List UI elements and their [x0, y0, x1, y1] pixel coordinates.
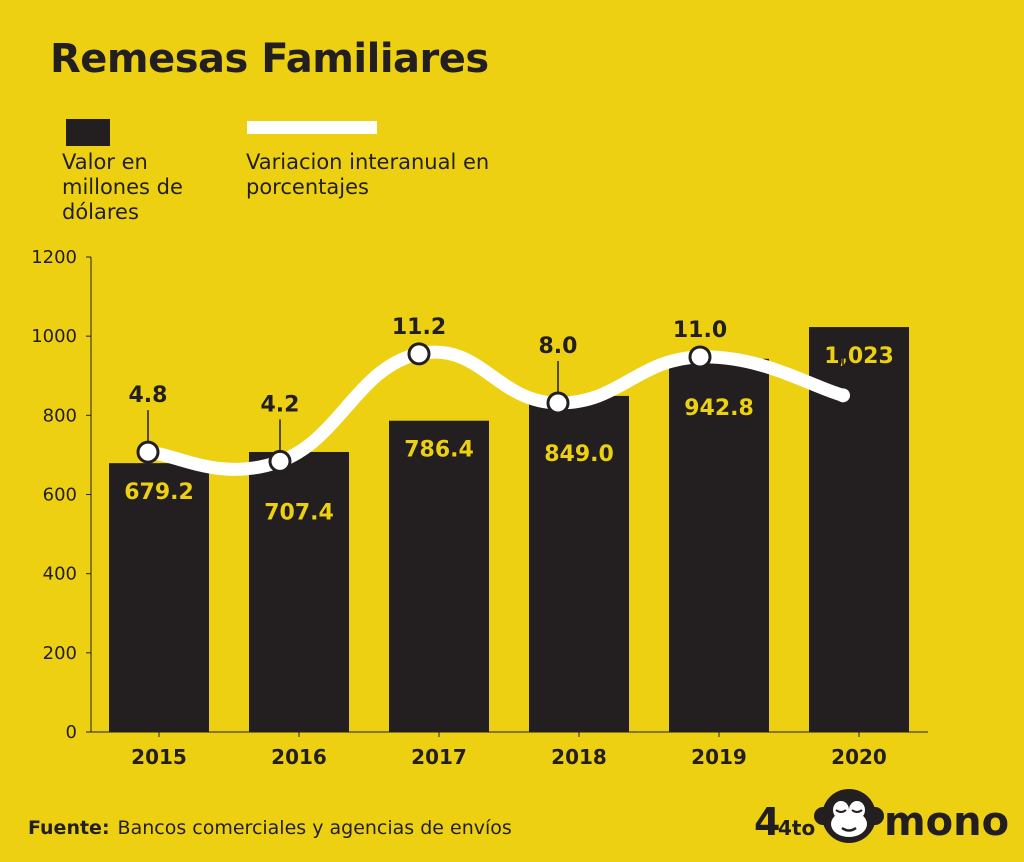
bar-value-label: 707.4 [264, 500, 334, 525]
bar-value-label: 679.2 [124, 480, 194, 505]
bar-value-label: 849.0 [544, 442, 614, 467]
line-point-2018 [546, 391, 570, 415]
legend-bar-swatch [66, 119, 110, 146]
y-tick-label: 1200 [31, 247, 77, 268]
chart-title: Remesas Familiares [50, 36, 489, 82]
y-tick-label: 200 [43, 643, 77, 664]
line-point-2017 [407, 342, 431, 366]
source-note: Fuente: Bancos comerciales y agencias de … [28, 817, 512, 839]
bar-2015 [109, 463, 209, 732]
logo-word: mono [884, 799, 1009, 845]
bar-2016 [249, 451, 349, 732]
y-tick-label: 1000 [31, 326, 77, 347]
bar-value-label: 786.4 [404, 438, 474, 463]
bar-2017 [389, 420, 489, 732]
x-tick-label: 2017 [411, 745, 467, 769]
x-tick-label: 2015 [131, 745, 187, 769]
legend-line-swatch [247, 121, 377, 134]
legend-bar-label: Valor en millones de dólares [62, 150, 183, 224]
line-value-label: 8.5 [840, 326, 879, 351]
line-point-2019 [688, 345, 712, 369]
line-value-label: 11.2 [392, 315, 446, 340]
bar-2019 [669, 358, 769, 732]
x-tick-label: 2019 [691, 745, 747, 769]
y-tick-label: 0 [66, 722, 77, 743]
bar-value-label: 942.8 [684, 396, 754, 421]
line-point-2016 [268, 449, 292, 473]
bar-value-label: 1,023 [824, 344, 894, 369]
x-tick-label: 2020 [831, 745, 887, 769]
x-tick-label: 2016 [271, 745, 327, 769]
bar-2018 [529, 395, 629, 732]
y-tick-label: 800 [43, 405, 77, 426]
y-tick-label: 400 [43, 564, 77, 585]
brand-logo: 4 4to mono [754, 789, 1009, 845]
legend-line-label: Variacion interanual en porcentajes [246, 150, 490, 199]
x-tick-label: 2018 [551, 745, 607, 769]
logo-prefix: 4to [778, 816, 815, 840]
line-value-label: 8.0 [539, 334, 578, 359]
line-value-label: 4.8 [129, 383, 168, 408]
line-point-2020 [836, 388, 850, 403]
logo-number: 4 [754, 800, 780, 844]
line-value-label: 4.2 [261, 392, 300, 417]
monkey-face-icon [814, 789, 884, 843]
y-tick-label: 600 [43, 485, 77, 506]
source-text: Bancos comerciales y agencias de envíos [117, 817, 512, 839]
line-series-path [141, 345, 850, 476]
line-value-label: 11.0 [673, 318, 727, 343]
source-label: Fuente: [28, 817, 110, 839]
line-point-2015 [136, 440, 160, 464]
